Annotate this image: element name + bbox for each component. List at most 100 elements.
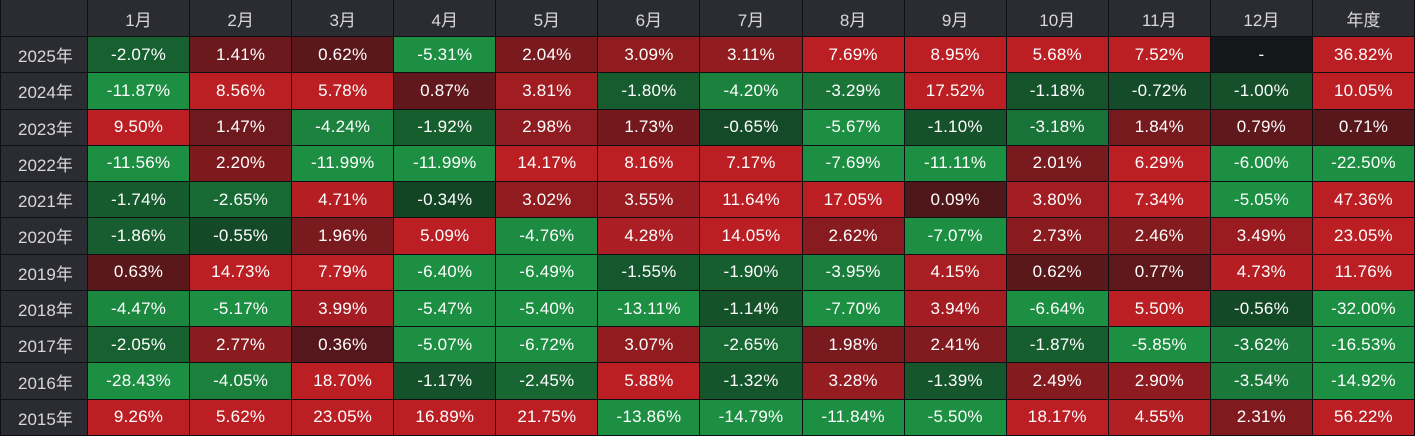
heatmap-cell: 7.69% <box>802 37 904 73</box>
heatmap-cell: -7.07% <box>904 218 1006 254</box>
heatmap-cell: 2.46% <box>1108 218 1210 254</box>
heatmap-cell: 3.02% <box>496 182 598 218</box>
heatmap-cell: -13.11% <box>598 290 700 327</box>
heatmap-cell: -11.84% <box>802 399 904 435</box>
heatmap-cell: 0.62% <box>1006 254 1108 290</box>
heatmap-cell: 2.20% <box>190 145 292 182</box>
heatmap-cell: 0.62% <box>292 37 394 73</box>
heatmap-cell: 11.64% <box>700 182 802 218</box>
heatmap-cell: 3.28% <box>802 363 904 399</box>
heatmap-cell: 2.04% <box>496 37 598 73</box>
row-header: 2015年 <box>1 399 87 435</box>
heatmap-cell: 4.73% <box>1210 254 1312 290</box>
heatmap-cell: 2.90% <box>1108 363 1210 399</box>
heatmap-cell: -4.20% <box>700 73 802 109</box>
heatmap-cell: -5.05% <box>1210 182 1312 218</box>
row-header: 2018年 <box>1 290 87 327</box>
heatmap-cell: 10.05% <box>1312 73 1414 109</box>
heatmap-cell: -5.07% <box>394 327 496 363</box>
heatmap-cell: 1.41% <box>190 37 292 73</box>
heatmap-cell: 5.62% <box>190 399 292 435</box>
heatmap-cell: 2.77% <box>190 327 292 363</box>
column-header: 1月 <box>88 0 190 36</box>
heatmap-cell: -1.90% <box>700 254 802 290</box>
heatmap-cell: -2.65% <box>700 327 802 363</box>
heatmap-cell: 9.50% <box>88 109 190 145</box>
heatmap-cell: -1.55% <box>598 254 700 290</box>
heatmap-cell: 4.71% <box>292 182 394 218</box>
heatmap-cell: 14.17% <box>496 145 598 182</box>
column-header: 5月 <box>496 0 598 36</box>
heatmap-cell: 23.05% <box>292 399 394 435</box>
header-corner <box>1 0 87 36</box>
heatmap-cell: 8.16% <box>598 145 700 182</box>
row-header: 2022年 <box>1 145 87 182</box>
heatmap-cell: 1.98% <box>802 327 904 363</box>
heatmap-cell: 18.70% <box>292 363 394 399</box>
heatmap-cell: -1.17% <box>394 363 496 399</box>
heatmap-cell: -2.05% <box>88 327 190 363</box>
column-header: 年度 <box>1312 0 1414 36</box>
heatmap-cell: 2.98% <box>496 109 598 145</box>
heatmap-cell: -3.95% <box>802 254 904 290</box>
heatmap-cell: -1.74% <box>88 182 190 218</box>
heatmap-cell: -4.76% <box>496 218 598 254</box>
heatmap-cell: -6.00% <box>1210 145 1312 182</box>
row-header: 2019年 <box>1 254 87 290</box>
heatmap-cell: 2.01% <box>1006 145 1108 182</box>
column-header: 2月 <box>190 0 292 36</box>
heatmap-cell: 4.28% <box>598 218 700 254</box>
heatmap-cell: -4.05% <box>190 363 292 399</box>
column-header: 12月 <box>1210 0 1312 36</box>
heatmap-cell: -13.86% <box>598 399 700 435</box>
heatmap-cell: -1.00% <box>1210 73 1312 109</box>
heatmap-cell: 0.63% <box>88 254 190 290</box>
heatmap-cell: -5.31% <box>394 37 496 73</box>
heatmap-cell: -2.07% <box>88 37 190 73</box>
heatmap-cell: -6.64% <box>1006 290 1108 327</box>
column-header: 7月 <box>700 0 802 36</box>
heatmap-cell: 47.36% <box>1312 182 1414 218</box>
heatmap-cell: 3.49% <box>1210 218 1312 254</box>
heatmap-cell: -5.47% <box>394 290 496 327</box>
heatmap-cell: 3.11% <box>700 37 802 73</box>
heatmap-cell: 14.05% <box>700 218 802 254</box>
heatmap-cell: -7.70% <box>802 290 904 327</box>
heatmap-cell: -1.80% <box>598 73 700 109</box>
heatmap-cell: -0.55% <box>190 218 292 254</box>
heatmap-cell: 9.26% <box>88 399 190 435</box>
heatmap-cell: -11.56% <box>88 145 190 182</box>
row-header: 2017年 <box>1 327 87 363</box>
heatmap-cell: -1.86% <box>88 218 190 254</box>
heatmap-cell: -28.43% <box>88 363 190 399</box>
heatmap-cell: 3.09% <box>598 37 700 73</box>
heatmap-cell: 0.36% <box>292 327 394 363</box>
heatmap-cell: -6.72% <box>496 327 598 363</box>
heatmap-cell: 2.31% <box>1210 399 1312 435</box>
heatmap-cell: 1.73% <box>598 109 700 145</box>
heatmap-cell: 5.68% <box>1006 37 1108 73</box>
heatmap-cell: -1.10% <box>904 109 1006 145</box>
heatmap-cell: 17.52% <box>904 73 1006 109</box>
heatmap-cell: 0.87% <box>394 73 496 109</box>
heatmap-cell: 8.95% <box>904 37 1006 73</box>
heatmap-cell: -1.18% <box>1006 73 1108 109</box>
heatmap-cell: -11.99% <box>394 145 496 182</box>
heatmap-cell: 7.17% <box>700 145 802 182</box>
heatmap-cell: 0.79% <box>1210 109 1312 145</box>
heatmap-cell: -22.50% <box>1312 145 1414 182</box>
row-header: 2020年 <box>1 218 87 254</box>
column-header: 11月 <box>1108 0 1210 36</box>
heatmap-cell: -5.50% <box>904 399 1006 435</box>
heatmap-cell: -0.72% <box>1108 73 1210 109</box>
heatmap-cell: -6.49% <box>496 254 598 290</box>
heatmap-cell: 11.76% <box>1312 254 1414 290</box>
heatmap-cell: -6.40% <box>394 254 496 290</box>
heatmap-cell: 23.05% <box>1312 218 1414 254</box>
heatmap-cell: -11.87% <box>88 73 190 109</box>
heatmap-cell: - <box>1210 37 1312 73</box>
heatmap-cell: 21.75% <box>496 399 598 435</box>
heatmap-cell: -16.53% <box>1312 327 1414 363</box>
column-header: 10月 <box>1006 0 1108 36</box>
heatmap-cell: 7.52% <box>1108 37 1210 73</box>
